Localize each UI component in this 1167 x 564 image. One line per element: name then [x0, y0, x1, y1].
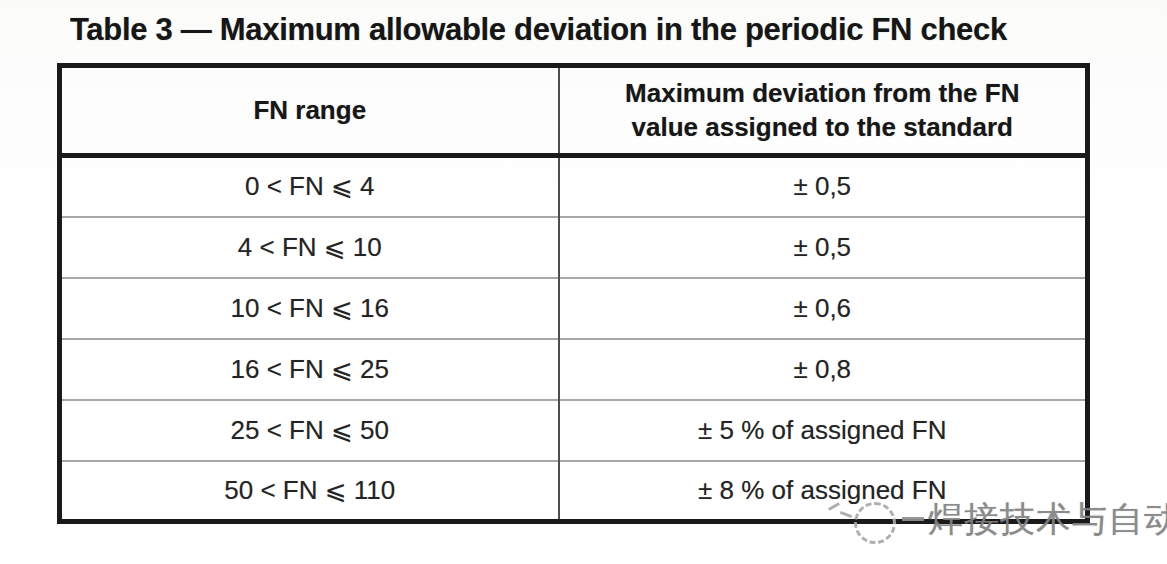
watermark-dash-icon — [902, 517, 924, 521]
col-header-max-deviation: Maximum deviation from the FN value assi… — [559, 66, 1088, 156]
fn-range-cell: 25 < FN ⩽ 50 — [60, 400, 559, 461]
fn-deviation-table: FN range Maximum deviation from the FN v… — [57, 63, 1090, 524]
table-row: 4 < FN ⩽ 10± 0,5 — [60, 217, 1088, 278]
watermark-swoosh-icon — [828, 499, 854, 525]
table-body: 0 < FN ⩽ 4± 0,54 < FN ⩽ 10± 0,510 < FN ⩽… — [60, 156, 1088, 522]
fn-range-cell: 10 < FN ⩽ 16 — [60, 278, 559, 339]
table-row: 25 < FN ⩽ 50± 5 % of assigned FN — [60, 400, 1088, 461]
watermark-text: 焊接技术与自动化 — [928, 496, 1167, 543]
fn-range-cell: 4 < FN ⩽ 10 — [60, 217, 559, 278]
col-header-fn-range: FN range — [60, 66, 559, 156]
max-deviation-cell: ± 0,5 — [559, 156, 1088, 217]
fn-range-cell: 0 < FN ⩽ 4 — [60, 156, 559, 217]
document-page: Table 3 — Maximum allowable deviation in… — [0, 0, 1167, 564]
header-row: FN range Maximum deviation from the FN v… — [60, 66, 1088, 156]
table-row: 16 < FN ⩽ 25± 0,8 — [60, 339, 1088, 400]
max-deviation-cell: ± 0,6 — [559, 278, 1088, 339]
fn-range-cell: 16 < FN ⩽ 25 — [60, 339, 559, 400]
fn-range-cell: 50 < FN ⩽ 110 — [60, 461, 559, 522]
watermark-circle-icon — [854, 502, 896, 544]
table-row: 0 < FN ⩽ 4± 0,5 — [60, 156, 1088, 217]
max-deviation-cell: ± 0,8 — [559, 339, 1088, 400]
table-row: 10 < FN ⩽ 16± 0,6 — [60, 278, 1088, 339]
max-deviation-cell: ± 0,5 — [559, 217, 1088, 278]
table-caption: Table 3 — Maximum allowable deviation in… — [70, 12, 1007, 48]
watermark: 焊接技术与自动化 — [828, 494, 1167, 544]
max-deviation-cell: ± 5 % of assigned FN — [559, 400, 1088, 461]
